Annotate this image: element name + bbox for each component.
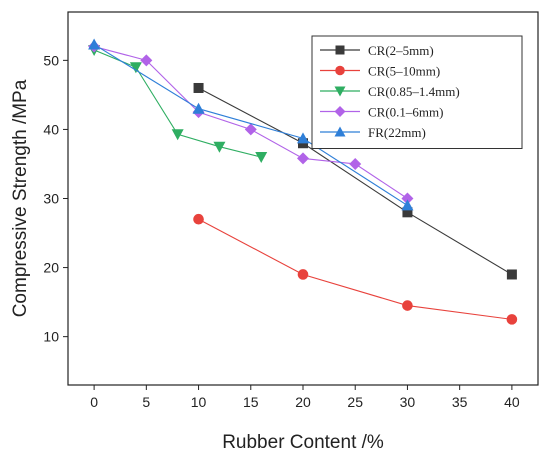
series-3 xyxy=(88,44,268,164)
data-point xyxy=(193,82,204,93)
data-point xyxy=(88,38,101,50)
y-tick-label: 50 xyxy=(43,52,59,68)
data-point xyxy=(506,314,518,325)
data-point xyxy=(335,65,345,76)
series-line xyxy=(198,218,512,320)
legend-entry: CR(5–10mm) xyxy=(320,64,440,79)
plot-area xyxy=(67,11,539,386)
series-line xyxy=(93,49,262,158)
x-tick-label: 5 xyxy=(142,394,150,410)
data-point xyxy=(297,152,309,165)
axis-ticks: 0 5 10 15 20 25 30 35 40 10 20 30 40 50 xyxy=(43,52,519,410)
data-point xyxy=(297,132,309,144)
legend-label: CR(2–5mm) xyxy=(368,43,434,58)
data-point xyxy=(334,126,346,137)
data-point xyxy=(255,152,268,164)
legend-entry: CR(0.1–6mm) xyxy=(320,105,443,120)
x-tick-label: 0 xyxy=(90,394,98,410)
x-tick-label: 30 xyxy=(400,394,416,410)
data-point xyxy=(402,207,413,218)
series-line xyxy=(198,87,513,275)
data-point xyxy=(192,102,205,114)
data-point xyxy=(349,157,362,170)
data-point xyxy=(297,269,309,280)
data-point xyxy=(193,213,204,225)
data-point xyxy=(171,129,184,141)
y-tick-label: 40 xyxy=(43,121,59,137)
series-5 xyxy=(88,38,414,211)
data-point xyxy=(401,199,414,211)
legend-label: FR(22mm) xyxy=(368,125,426,140)
data-point xyxy=(334,86,346,97)
series-line xyxy=(93,43,408,206)
data-point xyxy=(140,54,153,67)
x-tick-label: 25 xyxy=(347,394,363,410)
legend-entry: FR(22mm) xyxy=(320,125,426,140)
y-tick-label: 20 xyxy=(43,260,59,276)
legend-entry: CR(2–5mm) xyxy=(320,43,434,58)
data-point xyxy=(213,141,226,153)
legend-label: CR(0.85–1.4mm) xyxy=(368,84,460,99)
legend-label: CR(5–10mm) xyxy=(368,64,440,79)
series-2 xyxy=(193,213,518,325)
data-point xyxy=(402,300,413,311)
x-axis-label: Rubber Content /% xyxy=(222,432,384,453)
y-axis-label: Compressive Strength /MPa xyxy=(10,79,31,317)
data-point xyxy=(335,45,345,55)
y-tick-label: 10 xyxy=(43,329,59,345)
x-tick-label: 10 xyxy=(191,394,207,410)
data-point xyxy=(506,269,517,280)
x-tick-label: 35 xyxy=(452,394,468,410)
x-tick-label: 20 xyxy=(295,394,311,410)
x-tick-label: 40 xyxy=(504,394,520,410)
data-point xyxy=(401,192,414,205)
data-point xyxy=(334,106,346,117)
y-tick-label: 30 xyxy=(43,191,59,207)
legend: CR(2–5mm) CR(5–10mm) CR(0.85–1.4mm) CR(0.1–… xyxy=(311,35,523,149)
legend-box xyxy=(311,35,523,149)
legend-label: CR(0.1–6mm) xyxy=(368,105,443,120)
x-tick-label: 15 xyxy=(243,394,259,410)
data-point xyxy=(129,62,142,74)
data-point xyxy=(244,123,257,136)
legend-entry: CR(0.85–1.4mm) xyxy=(320,84,460,99)
